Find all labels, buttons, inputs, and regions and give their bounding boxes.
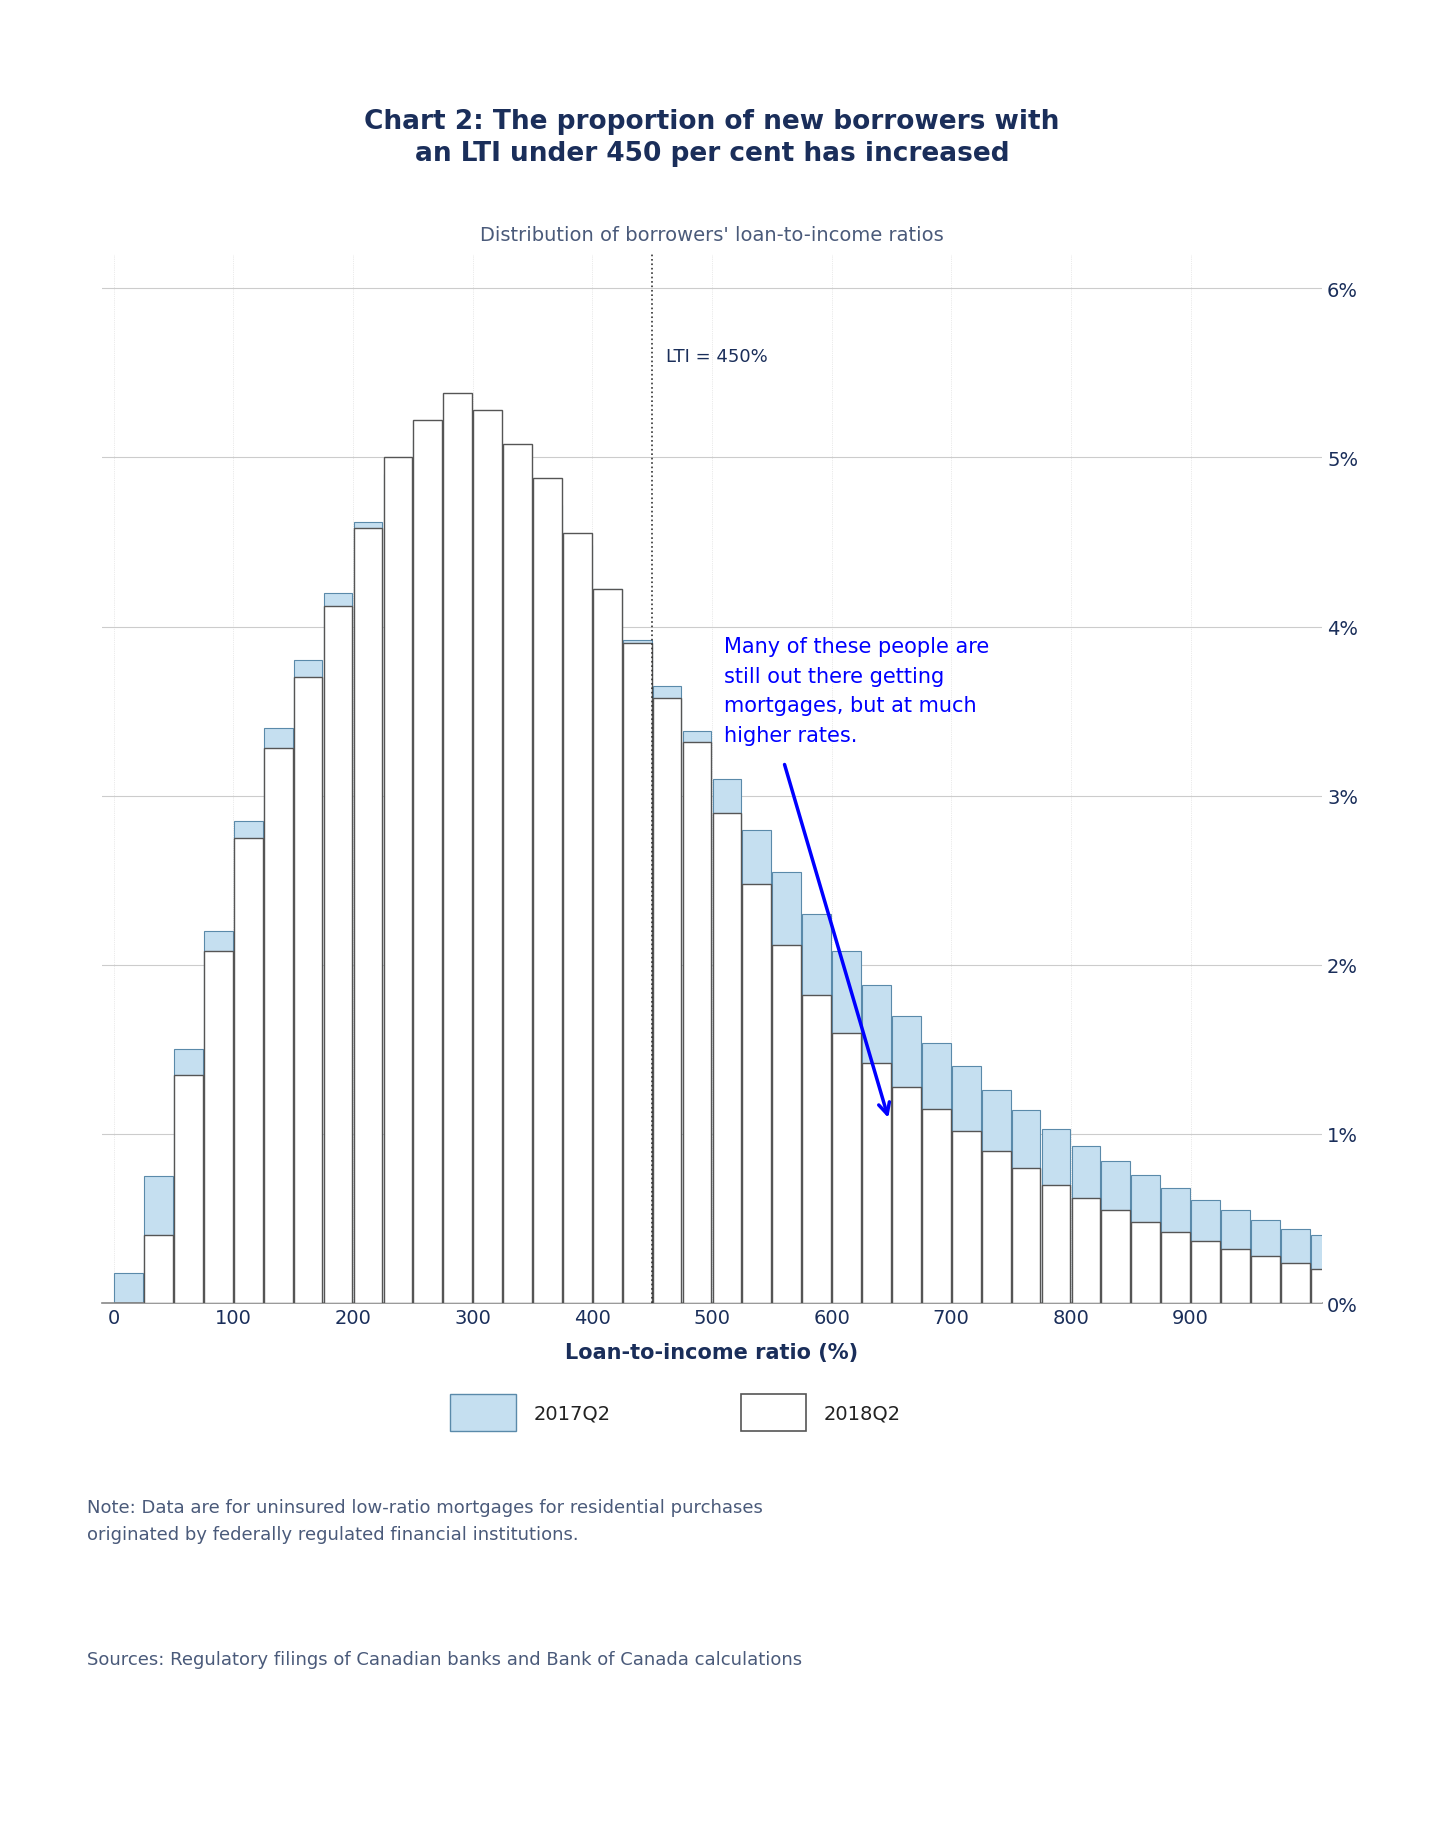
Bar (144, 1176, 173, 1303)
Bar (623, 644, 651, 1303)
Bar (1311, 1236, 1340, 1303)
Bar (174, 1050, 203, 1303)
Bar (1221, 1210, 1250, 1303)
Bar (712, 813, 741, 1303)
Bar (533, 478, 562, 1303)
Bar (982, 1152, 1010, 1303)
Text: 2018Q2: 2018Q2 (824, 1404, 901, 1422)
Bar (264, 729, 292, 1303)
Bar (324, 592, 353, 1303)
Bar (1132, 1221, 1159, 1303)
Bar (712, 780, 741, 1303)
Bar (1071, 1200, 1100, 1303)
Bar (1011, 1110, 1040, 1303)
Bar (1071, 1147, 1100, 1303)
Text: Sources: Regulatory filings of Canadian banks and Bank of Canada calculations: Sources: Regulatory filings of Canadian … (87, 1650, 802, 1668)
Bar (234, 822, 263, 1303)
Bar (892, 1015, 921, 1303)
Bar (1431, 1267, 1453, 1303)
Text: Chart 2: The proportion of new borrowers with
an LTI under 450 per cent has incr: Chart 2: The proportion of new borrowers… (365, 109, 1059, 168)
Bar (1282, 1229, 1309, 1303)
Bar (1132, 1176, 1159, 1303)
Bar (652, 698, 681, 1303)
Bar (1370, 1280, 1399, 1303)
Bar (443, 394, 472, 1303)
Bar (294, 662, 323, 1303)
Bar (683, 742, 712, 1303)
Bar (1401, 1260, 1430, 1303)
Bar (1370, 1252, 1399, 1303)
Bar (593, 591, 622, 1303)
Bar (833, 952, 862, 1303)
Bar (234, 839, 263, 1303)
Bar (1311, 1269, 1340, 1303)
Bar (683, 733, 712, 1303)
Bar (1251, 1256, 1280, 1303)
Bar (862, 1063, 891, 1303)
Bar (1011, 1169, 1040, 1303)
Bar (562, 534, 591, 1303)
Bar (742, 829, 772, 1303)
Bar (1191, 1200, 1221, 1303)
Text: Many of these people are
still out there getting
mortgages, but at much
higher r: Many of these people are still out there… (724, 636, 989, 746)
Bar (1042, 1185, 1071, 1303)
Bar (474, 445, 501, 1303)
Bar (294, 678, 323, 1303)
Bar (353, 523, 382, 1303)
Bar (652, 685, 681, 1303)
Bar (562, 547, 591, 1303)
Bar (742, 884, 772, 1303)
Bar (982, 1090, 1010, 1303)
Bar (1401, 1283, 1430, 1303)
Bar (923, 1108, 950, 1303)
Text: Loan-to-income ratio (%): Loan-to-income ratio (%) (565, 1344, 859, 1362)
Bar (593, 591, 622, 1303)
Bar (1282, 1263, 1309, 1303)
Bar (802, 915, 831, 1303)
Bar (203, 932, 232, 1303)
Bar (1341, 1245, 1370, 1303)
Bar (833, 1034, 862, 1303)
Bar (503, 445, 532, 1303)
Bar (1191, 1241, 1221, 1303)
Bar (862, 986, 891, 1303)
Bar (115, 1272, 142, 1303)
Bar (203, 952, 232, 1303)
Bar (923, 1043, 950, 1303)
Text: 2017Q2: 2017Q2 (533, 1404, 610, 1422)
Bar (474, 410, 501, 1303)
Bar (264, 749, 292, 1303)
Text: Distribution of borrowers' loan-to-income ratios: Distribution of borrowers' loan-to-incom… (479, 226, 944, 244)
Bar (443, 432, 472, 1303)
Bar (144, 1236, 173, 1303)
Bar (503, 476, 532, 1303)
Bar (1101, 1161, 1130, 1303)
Bar (773, 873, 801, 1303)
Bar (1101, 1210, 1130, 1303)
Bar (1161, 1189, 1190, 1303)
Bar (384, 476, 413, 1303)
Bar (1042, 1128, 1071, 1303)
Bar (384, 458, 413, 1303)
Bar (353, 529, 382, 1303)
Bar (802, 995, 831, 1303)
Bar (324, 607, 353, 1303)
Bar (174, 1076, 203, 1303)
Text: Note: Data are for uninsured low-ratio mortgages for residential purchases
origi: Note: Data are for uninsured low-ratio m… (87, 1499, 763, 1542)
Bar (952, 1130, 981, 1303)
Bar (623, 640, 651, 1303)
Bar (892, 1087, 921, 1303)
Bar (1341, 1274, 1370, 1303)
Text: LTI = 450%: LTI = 450% (667, 348, 769, 366)
Bar (1161, 1232, 1190, 1303)
Bar (1431, 1287, 1453, 1303)
Bar (414, 421, 442, 1303)
Bar (414, 441, 442, 1303)
Bar (1221, 1249, 1250, 1303)
Bar (773, 944, 801, 1303)
Bar (533, 505, 562, 1303)
Bar (952, 1066, 981, 1303)
Bar (1251, 1221, 1280, 1303)
